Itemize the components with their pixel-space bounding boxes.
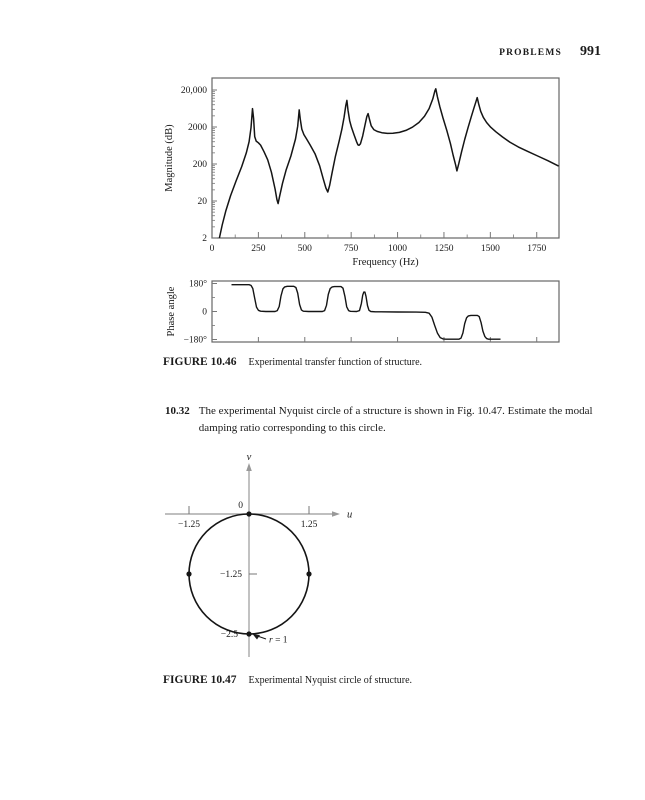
svg-text:0: 0 bbox=[202, 308, 207, 318]
figure-10-47-caption: FIGURE 10.47 Experimental Nyquist circle … bbox=[163, 674, 412, 686]
data-point bbox=[246, 631, 252, 637]
magnitude-plot-svg: 2 20 200 2000 20,000 0 250 500 750 1000 1250 1500 17… bbox=[164, 77, 560, 268]
radius-arrow bbox=[252, 634, 260, 640]
phase-plot: 180° 0 −180° Phase angle bbox=[166, 279, 560, 346]
nyquist-plot: v u −1.25 1.25 0 −1.25 −2.5 r = 1 bbox=[165, 452, 352, 657]
svg-text:Magnitude (dB): Magnitude (dB) bbox=[164, 124, 175, 192]
figure-10-46-label: FIGURE 10.46 bbox=[163, 356, 237, 368]
svg-text:1500: 1500 bbox=[481, 244, 500, 254]
svg-text:Frequency (Hz): Frequency (Hz) bbox=[352, 257, 419, 268]
svg-text:1000: 1000 bbox=[388, 244, 407, 254]
svg-text:Phase angle: Phase angle bbox=[166, 286, 177, 336]
svg-text:1.25: 1.25 bbox=[301, 520, 318, 530]
svg-text:−1.25: −1.25 bbox=[178, 520, 200, 530]
data-point bbox=[306, 571, 312, 577]
svg-text:−180°: −180° bbox=[184, 335, 208, 346]
svg-text:1750: 1750 bbox=[527, 244, 546, 254]
svg-text:u: u bbox=[347, 510, 352, 521]
problem-number: 10.32 bbox=[165, 405, 190, 417]
svg-text:2: 2 bbox=[202, 234, 207, 244]
data-point bbox=[186, 571, 192, 577]
svg-text:2000: 2000 bbox=[188, 123, 207, 133]
svg-text:250: 250 bbox=[251, 244, 266, 254]
svg-text:0: 0 bbox=[210, 244, 215, 254]
svg-text:500: 500 bbox=[298, 244, 313, 254]
figure-10-47-text: Experimental Nyquist circle of structure… bbox=[248, 675, 413, 686]
radius-label: r = 1 bbox=[269, 636, 288, 646]
svg-text:200: 200 bbox=[193, 160, 208, 170]
svg-text:20,000: 20,000 bbox=[181, 86, 207, 96]
running-head: PROBLEMS bbox=[499, 48, 562, 58]
svg-text:20: 20 bbox=[198, 197, 208, 207]
page-number: 991 bbox=[580, 44, 601, 59]
problem-text: The experimental Nyquist circle of a str… bbox=[198, 405, 593, 435]
page-header: PROBLEMS 991 bbox=[499, 44, 601, 60]
svg-text:v: v bbox=[247, 452, 252, 463]
magnitude-plot: 2 20 200 2000 20,000 0 250 500 750 1000 1250 1500 17… bbox=[164, 77, 560, 268]
svg-text:−1.25: −1.25 bbox=[220, 570, 242, 580]
phase-plot-svg: 180° 0 −180° Phase angle bbox=[166, 279, 560, 346]
v-axis-arrow bbox=[246, 463, 252, 471]
problem-10-32: 10.32 The experimental Nyquist circle of… bbox=[165, 403, 603, 437]
data-point bbox=[246, 511, 252, 517]
magnitude-curve bbox=[218, 88, 559, 239]
svg-text:180°: 180° bbox=[189, 279, 207, 290]
svg-text:0: 0 bbox=[238, 501, 243, 511]
u-axis-arrow bbox=[332, 511, 340, 517]
svg-text:750: 750 bbox=[344, 244, 359, 254]
figure-10-47-label: FIGURE 10.47 bbox=[163, 674, 237, 686]
figure-10-46-caption: FIGURE 10.46 Experimental transfer functi… bbox=[163, 356, 422, 368]
svg-text:−2.5: −2.5 bbox=[221, 630, 238, 640]
phase-curve bbox=[231, 283, 501, 340]
svg-text:1250: 1250 bbox=[434, 244, 453, 254]
figure-10-46-text: Experimental transfer function of struct… bbox=[248, 357, 423, 368]
nyquist-plot-svg: v u −1.25 1.25 0 −1.25 −2.5 r = 1 bbox=[165, 452, 352, 657]
